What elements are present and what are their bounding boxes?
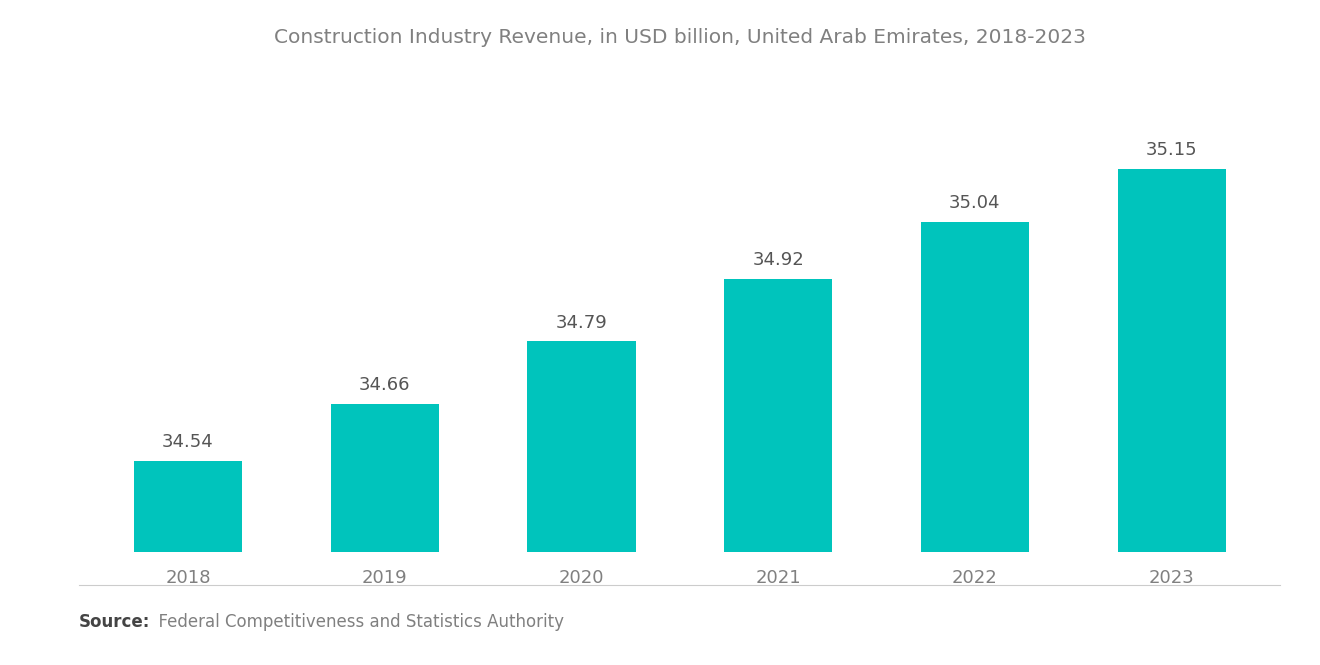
Text: 35.15: 35.15	[1146, 142, 1197, 160]
Text: 35.04: 35.04	[949, 194, 1001, 212]
Bar	[921, 221, 1030, 552]
Bar	[330, 404, 438, 552]
Title: Construction Industry Revenue, in USD billion, United Arab Emirates, 2018-2023: Construction Industry Revenue, in USD bi…	[273, 27, 1086, 47]
Bar	[133, 461, 242, 552]
Bar	[527, 341, 635, 552]
Text: 34.54: 34.54	[162, 434, 214, 452]
Text: 34.66: 34.66	[359, 376, 411, 394]
Bar	[725, 279, 833, 552]
Text: 34.92: 34.92	[752, 251, 804, 269]
Text: 34.79: 34.79	[556, 314, 607, 332]
Text: Federal Competitiveness and Statistics Authority: Federal Competitiveness and Statistics A…	[148, 612, 564, 631]
Bar	[1118, 169, 1226, 552]
Text: Source:: Source:	[79, 612, 150, 631]
